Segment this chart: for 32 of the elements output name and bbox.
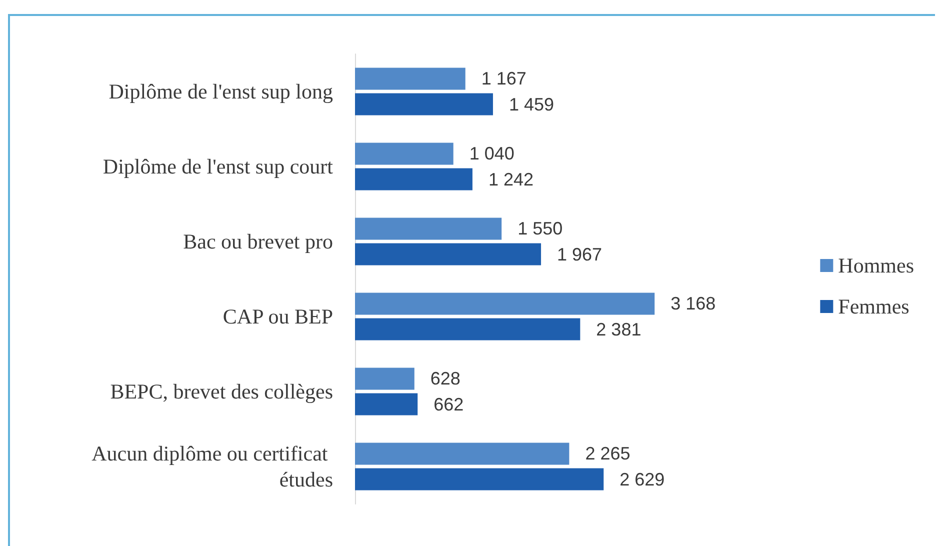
data-label: 662 (434, 394, 464, 414)
bar (355, 68, 466, 90)
bar (355, 318, 580, 340)
y-tick-label: CAP ou BEP (222, 304, 333, 328)
data-label: 2 629 (620, 469, 665, 490)
bar (355, 292, 655, 315)
data-label: 1 040 (469, 144, 514, 164)
y-tick-label: Bac ou brevet pro (183, 230, 333, 254)
bar (355, 442, 570, 465)
y-tick-label: Aucun diplôme ou certificat études (92, 442, 333, 492)
legend-label: Femmes (838, 294, 910, 318)
data-label: 3 168 (670, 294, 716, 314)
y-tick-label: BEPC, brevet des collèges (110, 380, 333, 404)
data-label: 628 (430, 368, 460, 389)
data-label: 2 381 (596, 319, 642, 340)
data-label: 1 167 (481, 68, 526, 89)
bar (355, 368, 414, 390)
bar (355, 468, 604, 490)
data-label: 1 459 (508, 94, 554, 114)
bar (355, 243, 542, 266)
y-tick-label: Diplôme de l'enst sup court (102, 154, 334, 178)
y-tick-label: Diplôme de l'enst sup long (108, 80, 334, 104)
data-label: 1 550 (518, 218, 563, 239)
data-label: 1 242 (488, 169, 534, 190)
bar (355, 393, 418, 416)
bar (355, 218, 502, 240)
data-label: 2 265 (585, 444, 630, 464)
bar (355, 142, 454, 165)
bar (355, 168, 472, 190)
legend-label: Hommes (838, 254, 914, 278)
bar (355, 93, 493, 116)
data-label: 1 967 (557, 244, 602, 264)
